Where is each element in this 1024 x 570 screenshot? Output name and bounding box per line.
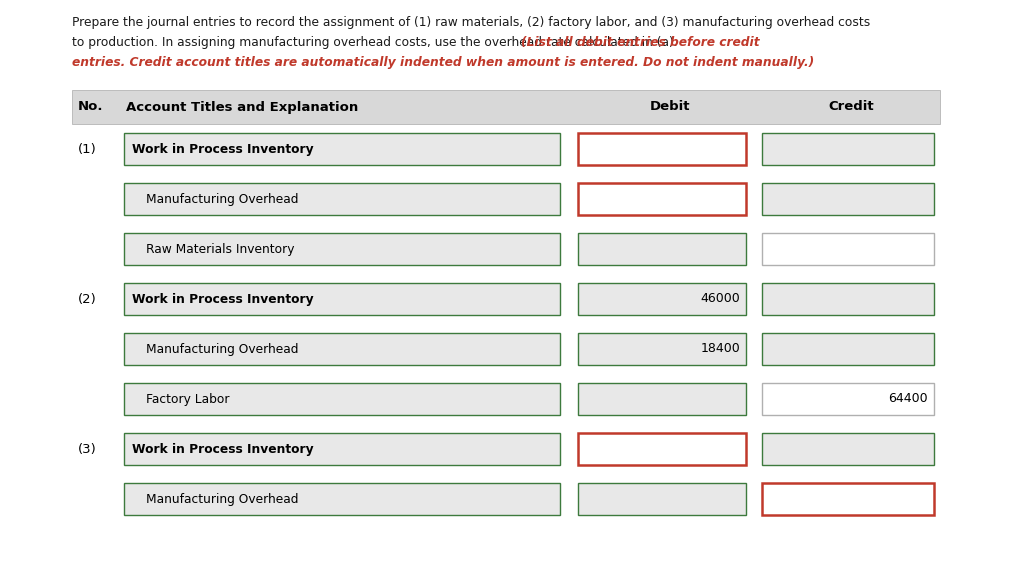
Bar — [762, 183, 934, 215]
Text: 64400: 64400 — [889, 393, 928, 405]
Bar — [762, 483, 934, 515]
Text: Work in Process Inventory: Work in Process Inventory — [132, 142, 313, 156]
Text: Manufacturing Overhead: Manufacturing Overhead — [146, 492, 299, 506]
Bar — [72, 90, 940, 124]
Bar — [124, 133, 560, 165]
Bar — [124, 283, 560, 315]
Bar — [762, 333, 934, 365]
Text: Manufacturing Overhead: Manufacturing Overhead — [146, 193, 299, 206]
Bar — [762, 383, 934, 415]
Text: Prepare the journal entries to record the assignment of (1) raw materials, (2) f: Prepare the journal entries to record th… — [72, 16, 870, 29]
Bar — [762, 283, 934, 315]
Bar — [578, 383, 746, 415]
Text: Manufacturing Overhead: Manufacturing Overhead — [146, 343, 299, 356]
Text: Factory Labor: Factory Labor — [146, 393, 229, 405]
Bar — [578, 433, 746, 465]
Bar — [578, 233, 746, 265]
Bar — [762, 433, 934, 465]
Bar — [762, 133, 934, 165]
Bar — [124, 383, 560, 415]
Text: Raw Materials Inventory: Raw Materials Inventory — [146, 242, 295, 255]
Bar — [578, 183, 746, 215]
Bar — [124, 233, 560, 265]
Text: Credit: Credit — [828, 100, 873, 113]
Bar — [124, 183, 560, 215]
Text: entries. Credit account titles are automatically indented when amount is entered: entries. Credit account titles are autom… — [72, 56, 814, 69]
Bar — [124, 433, 560, 465]
Text: 46000: 46000 — [700, 292, 740, 306]
Text: Work in Process Inventory: Work in Process Inventory — [132, 292, 313, 306]
Text: (3): (3) — [78, 442, 96, 455]
Bar — [124, 483, 560, 515]
Bar — [762, 233, 934, 265]
Text: (List all debit entries before credit: (List all debit entries before credit — [521, 36, 760, 49]
Text: to production. In assigning manufacturing overhead costs, use the overhead rate : to production. In assigning manufacturin… — [72, 36, 682, 49]
Text: Work in Process Inventory: Work in Process Inventory — [132, 442, 313, 455]
Text: (1): (1) — [78, 142, 96, 156]
Text: Account Titles and Explanation: Account Titles and Explanation — [126, 100, 358, 113]
Text: No.: No. — [78, 100, 103, 113]
Bar — [124, 333, 560, 365]
Bar — [578, 283, 746, 315]
Text: Debit: Debit — [650, 100, 690, 113]
Bar — [578, 333, 746, 365]
Text: 18400: 18400 — [700, 343, 740, 356]
Bar — [578, 483, 746, 515]
Bar — [578, 133, 746, 165]
Text: (2): (2) — [78, 292, 96, 306]
